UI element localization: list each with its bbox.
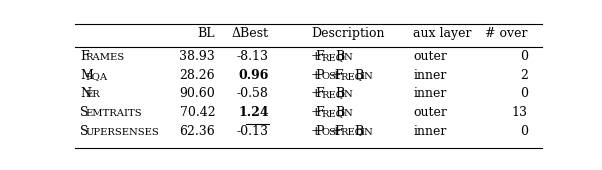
- Text: REQ: REQ: [321, 90, 344, 99]
- Text: +: +: [311, 87, 321, 100]
- Text: REQ: REQ: [321, 53, 344, 62]
- Text: +: +: [330, 125, 341, 138]
- Text: 38.93: 38.93: [179, 50, 216, 63]
- Text: 0: 0: [520, 50, 528, 63]
- Text: inner: inner: [414, 69, 447, 82]
- Text: -0.13: -0.13: [237, 125, 269, 138]
- Text: IN: IN: [360, 72, 373, 81]
- Text: +: +: [311, 50, 321, 63]
- Text: F: F: [80, 50, 88, 63]
- Text: 0: 0: [520, 87, 528, 100]
- Text: F: F: [335, 125, 343, 138]
- Text: +: +: [330, 69, 341, 82]
- Text: 0.96: 0.96: [238, 69, 269, 82]
- Text: F: F: [315, 50, 324, 63]
- Text: OS: OS: [321, 128, 336, 137]
- Text: outer: outer: [414, 50, 447, 63]
- Text: inner: inner: [414, 125, 447, 138]
- Text: B: B: [335, 106, 344, 119]
- Text: outer: outer: [414, 106, 447, 119]
- Text: +: +: [311, 69, 321, 82]
- Text: 62.36: 62.36: [179, 125, 216, 138]
- Text: IN: IN: [360, 128, 373, 137]
- Text: F: F: [315, 106, 324, 119]
- Text: Description: Description: [311, 27, 384, 40]
- Text: REQ: REQ: [321, 109, 344, 118]
- Text: 28.26: 28.26: [179, 69, 216, 82]
- Text: 70.42: 70.42: [179, 106, 216, 119]
- Text: P: P: [315, 69, 324, 82]
- Text: # over: # over: [485, 27, 528, 40]
- Text: B: B: [335, 87, 344, 100]
- Text: -8.13: -8.13: [237, 50, 269, 63]
- Text: UPERSENSES: UPERSENSES: [85, 128, 160, 137]
- Text: aux layer: aux layer: [414, 27, 472, 40]
- Text: B: B: [355, 125, 364, 138]
- Text: -0.58: -0.58: [237, 87, 269, 100]
- Text: 90.60: 90.60: [179, 87, 216, 100]
- Text: +: +: [311, 125, 321, 138]
- Text: +: +: [311, 106, 321, 119]
- Text: RAMES: RAMES: [85, 53, 125, 62]
- Text: 2: 2: [520, 69, 528, 82]
- Text: PQA: PQA: [85, 72, 108, 81]
- Text: IN: IN: [341, 53, 353, 62]
- Text: REQ: REQ: [341, 128, 364, 137]
- Text: F: F: [315, 87, 324, 100]
- Text: ΔBest: ΔBest: [232, 27, 269, 40]
- Text: S: S: [80, 125, 88, 138]
- Text: IN: IN: [341, 90, 353, 99]
- Text: M: M: [80, 69, 93, 82]
- Text: BL: BL: [197, 27, 216, 40]
- Text: IN: IN: [341, 109, 353, 118]
- Text: P: P: [315, 125, 324, 138]
- Text: 13: 13: [512, 106, 528, 119]
- Text: F: F: [335, 69, 343, 82]
- Text: B: B: [355, 69, 364, 82]
- Text: REQ: REQ: [341, 72, 364, 81]
- Text: OS: OS: [321, 72, 336, 81]
- Text: S: S: [80, 106, 88, 119]
- Text: N: N: [80, 87, 91, 100]
- Text: EMTRAITS: EMTRAITS: [85, 109, 142, 118]
- Text: ER: ER: [85, 90, 101, 99]
- Text: 1.24: 1.24: [238, 106, 269, 119]
- Text: inner: inner: [414, 87, 447, 100]
- Text: B: B: [335, 50, 344, 63]
- Text: 0: 0: [520, 125, 528, 138]
